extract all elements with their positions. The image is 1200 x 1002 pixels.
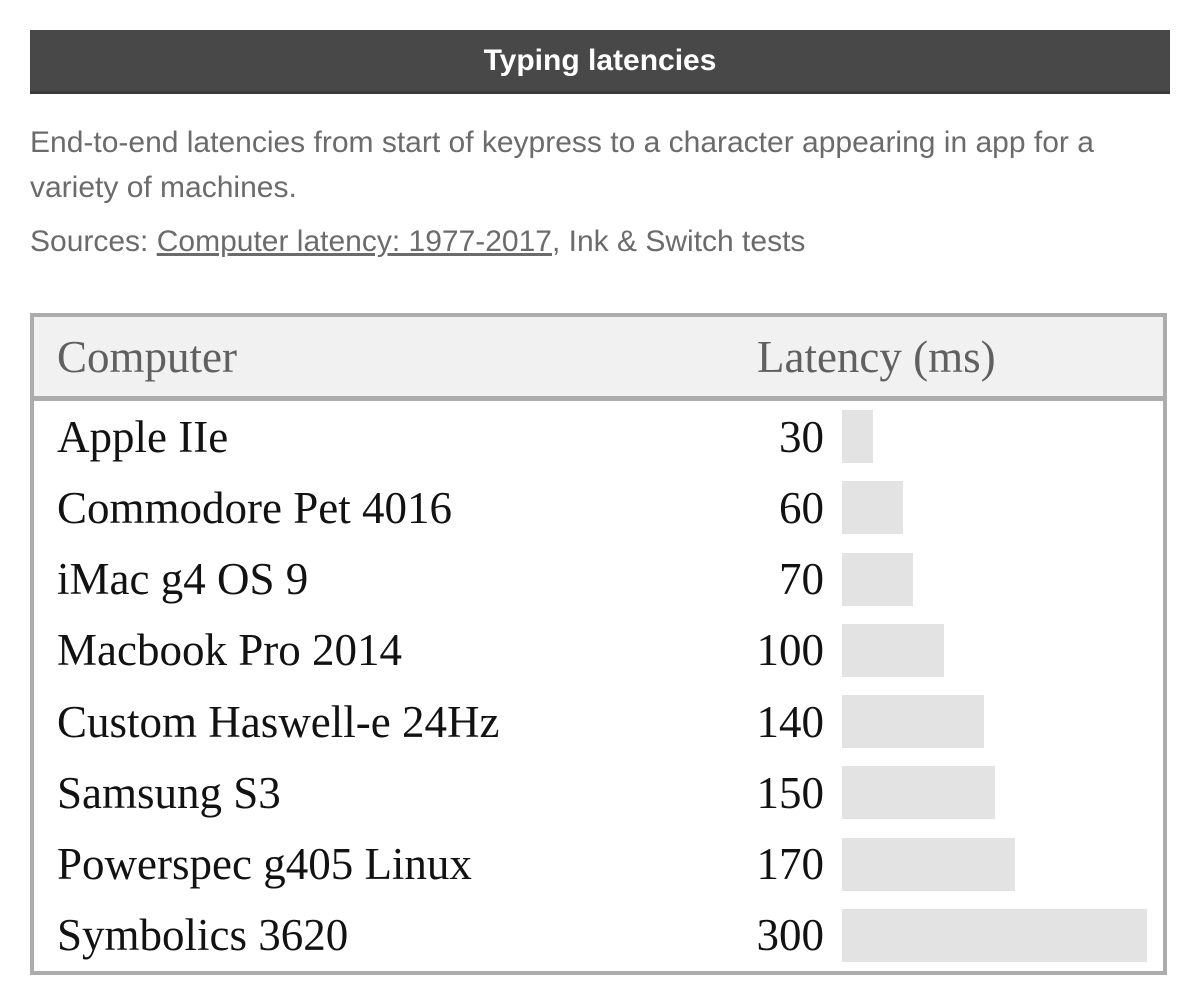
sources-prefix: Sources:	[30, 225, 157, 258]
latency-bar-cell	[824, 829, 1163, 900]
table-row: Commodore Pet 4016 60	[34, 472, 1163, 543]
latency-bar	[842, 908, 1147, 962]
computer-name: Apple IIe	[57, 411, 229, 462]
latency-bar-cell	[824, 900, 1163, 971]
table-row: iMac g4 OS 9 70	[34, 544, 1163, 615]
latency-bar-cell	[824, 757, 1163, 828]
latency-bar	[842, 552, 913, 606]
source-link[interactable]: Computer latency: 1977-2017	[156, 225, 552, 258]
table-header-row: Computer Latency (ms)	[34, 317, 1163, 401]
column-header-computer: Computer	[57, 331, 237, 382]
column-header-latency: Latency (ms)	[757, 331, 996, 382]
page-title: Typing latencies	[483, 43, 717, 77]
latency-bar	[842, 481, 903, 535]
latency-value: 300	[756, 910, 825, 961]
latency-bar	[842, 695, 984, 749]
table-row: Apple IIe 30	[34, 401, 1163, 472]
table-row: Symbolics 3620 300	[34, 900, 1163, 971]
latency-bar-cell	[824, 686, 1163, 757]
computer-name: Samsung S3	[57, 767, 281, 818]
latency-value: 170	[756, 839, 825, 890]
latency-bar-cell	[824, 472, 1163, 543]
computer-name: Symbolics 3620	[57, 910, 349, 961]
computer-name: iMac g4 OS 9	[57, 554, 309, 605]
description-text: End-to-end latencies from start of keypr…	[30, 126, 1094, 204]
latency-value: 60	[779, 482, 824, 533]
latency-value: 30	[779, 411, 824, 462]
latency-bar	[842, 766, 995, 820]
latency-value: 150	[756, 767, 825, 818]
title-bar: Typing latencies	[30, 30, 1170, 94]
latency-bar-cell	[824, 615, 1163, 686]
latency-bar	[842, 837, 1015, 891]
latency-bar-cell	[824, 544, 1163, 615]
latency-bar	[842, 623, 944, 677]
table-row: Custom Haswell-e 24Hz 140	[34, 686, 1163, 757]
latency-value: 70	[779, 554, 824, 605]
computer-name: Custom Haswell-e 24Hz	[57, 696, 500, 747]
computer-name: Macbook Pro 2014	[57, 625, 402, 676]
latency-bar	[842, 410, 873, 464]
latency-table: Computer Latency (ms) Apple IIe 30 Commodo…	[30, 313, 1167, 975]
table-body: Apple IIe 30 Commodore Pet 4016 60 iMac g4 O…	[34, 401, 1163, 971]
table-row: Powerspec g405 Linux 170	[34, 829, 1163, 900]
latency-value: 140	[756, 696, 825, 747]
latency-value: 100	[756, 625, 825, 676]
table-row: Samsung S3 150	[34, 757, 1163, 828]
table-row: Macbook Pro 2014 100	[34, 615, 1163, 686]
computer-name: Powerspec g405 Linux	[57, 839, 472, 890]
latency-bar-cell	[824, 401, 1163, 472]
computer-name: Commodore Pet 4016	[57, 482, 452, 533]
sources-line: Sources: Computer latency: 1977-2017, In…	[30, 219, 1170, 264]
sources-suffix: , Ink & Switch tests	[551, 225, 806, 258]
